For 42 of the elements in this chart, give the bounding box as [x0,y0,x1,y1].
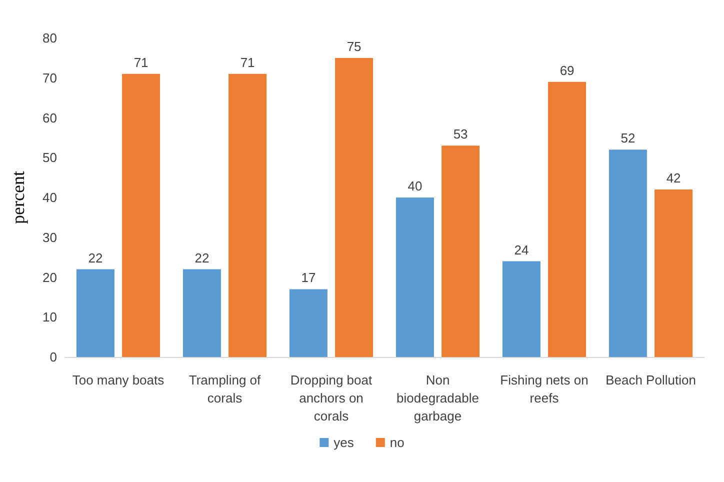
x-tick-label: Too many boats [72,372,165,388]
data-label: 22 [88,250,103,266]
legend-label: no [390,435,404,450]
data-label: 71 [134,54,148,70]
bar [548,82,586,357]
data-label: 53 [453,126,468,142]
bar [122,74,160,357]
data-label: 71 [240,54,255,70]
data-label: 40 [408,178,422,194]
y-tick-label: 10 [42,310,57,325]
bar [502,261,540,357]
bar [608,150,647,357]
x-tick-label: Fishing nets on reefs [500,372,588,406]
y-tick-label: 20 [42,270,57,285]
y-tick-label: 40 [42,190,57,205]
y-tick-label: 30 [42,230,57,245]
y-tick-label: 80 [42,30,57,46]
y-tick-label: 70 [42,70,57,86]
legend-label: yes [334,435,354,450]
bar [442,146,480,357]
data-label: 17 [301,270,316,286]
data-label: 24 [514,242,529,258]
bar [396,198,434,357]
data-label: 52 [620,130,636,146]
data-label: 22 [194,250,210,266]
bar [335,58,374,357]
x-tick-label: Non biodegradable garbage [396,372,479,424]
data-label: 69 [560,62,574,78]
y-axis-title: percent [8,171,28,224]
bar [182,269,221,357]
y-tick-label: 60 [42,110,57,126]
bar [654,190,693,357]
y-tick-label: 0 [50,350,57,364]
y-tick-label: 50 [42,150,57,166]
data-label: 42 [666,170,681,186]
bar [289,289,328,357]
x-tick-label: Beach Pollution [606,372,696,388]
x-tick-label: Dropping boat anchors on corals [290,372,372,424]
bar [228,74,267,357]
bar [76,269,114,357]
data-label: 75 [346,38,362,54]
x-tick-label: Trampling of corals [188,372,262,406]
